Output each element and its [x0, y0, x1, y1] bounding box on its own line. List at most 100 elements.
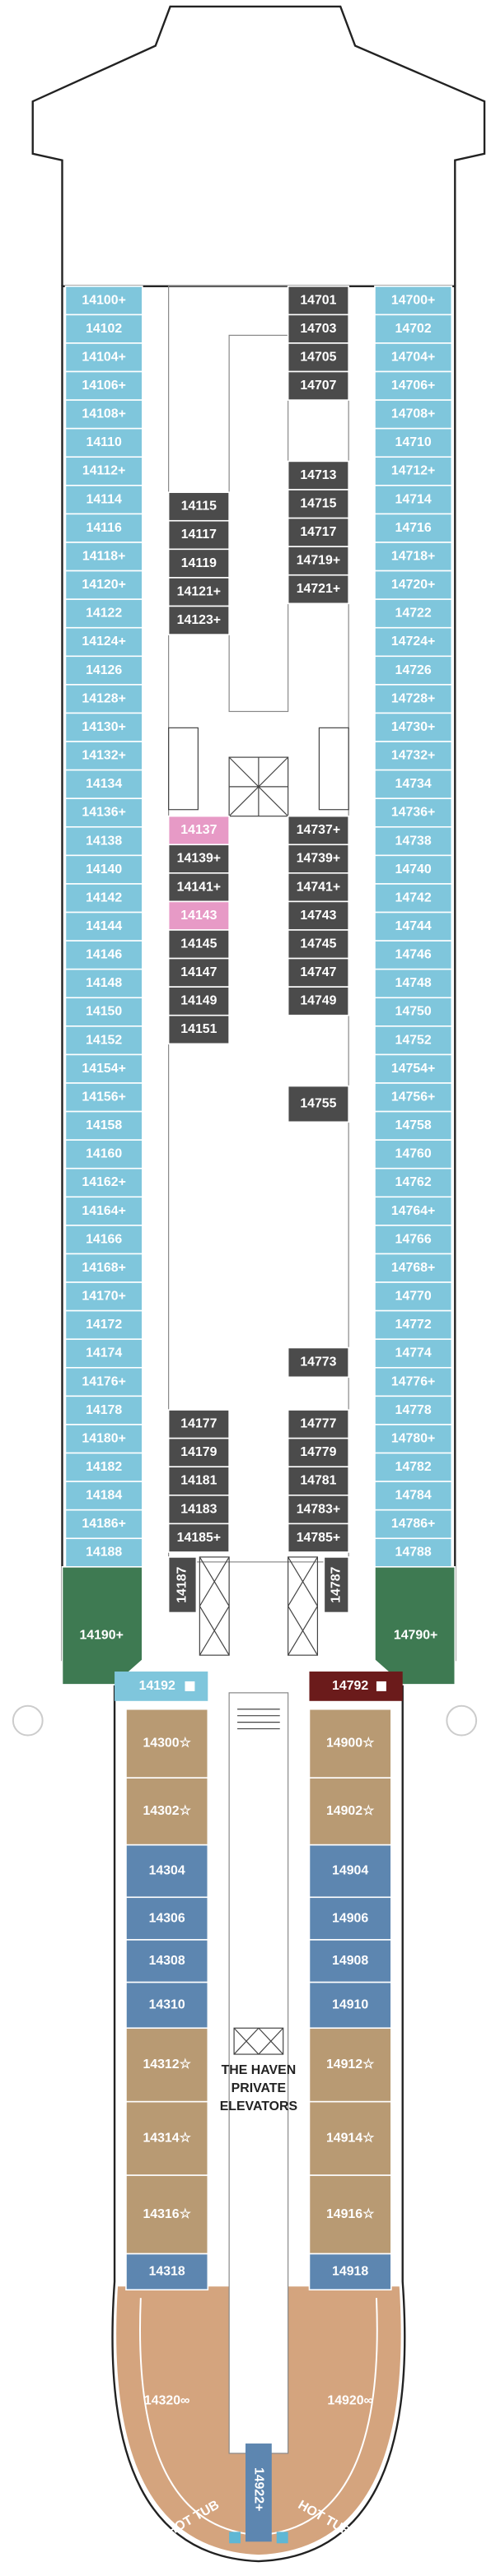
cabin	[64, 825, 143, 857]
cabin-number: 14138	[86, 834, 122, 848]
cabin-number: 14188	[86, 1546, 122, 1560]
cabin-number: 14130+	[82, 720, 125, 734]
cabin-number: 14141+	[177, 880, 221, 894]
cabin	[125, 1939, 209, 1983]
cabin-number: 14779	[300, 1445, 336, 1459]
cabin	[64, 1309, 143, 1340]
cabin	[64, 1481, 143, 1511]
cabin	[64, 854, 143, 885]
cabin-number: 14108+	[82, 407, 125, 421]
cabin-number: 14766	[395, 1232, 432, 1246]
cabin-number: 14318	[149, 2265, 185, 2279]
cabin-number: 14716	[395, 521, 432, 535]
cabin	[167, 1014, 230, 1045]
cabin-number: 14782	[395, 1460, 432, 1474]
cabin	[287, 1494, 349, 1525]
cabin-number: 14114	[87, 492, 122, 506]
cabin-number: 14714	[395, 492, 432, 506]
cabin-number: 14786+	[391, 1517, 435, 1531]
cabin-number: 14128+	[82, 691, 125, 705]
cabin	[64, 1509, 143, 1540]
cabin-number: 14780+	[391, 1431, 435, 1445]
cabin-number: 14762	[395, 1175, 432, 1189]
cabin	[374, 911, 453, 942]
cabin-number: 14310	[149, 1998, 185, 2012]
cabin	[374, 456, 453, 486]
cabin	[167, 1523, 230, 1553]
cabin	[167, 986, 230, 1016]
cabin	[64, 1225, 143, 1255]
cabin-number: 14158	[86, 1118, 122, 1132]
cabin-number: 14760	[395, 1147, 432, 1161]
cabin	[125, 1708, 209, 1779]
cabin-number: 14104+	[82, 350, 125, 364]
cabin	[64, 598, 143, 629]
cabin-number: 14781	[300, 1474, 336, 1488]
cabin-number: 14717	[300, 525, 336, 539]
cabin-number: 14728+	[391, 691, 435, 705]
cabin	[167, 900, 230, 931]
cabin-number: 14121+	[177, 584, 221, 598]
icon	[376, 1681, 386, 1691]
cabin	[374, 370, 453, 401]
cabin-number: 14706+	[391, 379, 435, 393]
cabin-number: 14120+	[82, 578, 125, 592]
cabin	[374, 1196, 453, 1226]
cabin	[287, 900, 349, 931]
cabin	[64, 1281, 143, 1312]
cabin	[64, 1110, 143, 1141]
cabin-number: 14724+	[391, 635, 435, 649]
cabin	[287, 285, 349, 316]
cabin	[374, 1537, 453, 1568]
cabin-number: 14132+	[82, 749, 125, 763]
cabin	[64, 1082, 143, 1113]
cabin-number: 14756+	[391, 1090, 435, 1104]
cabin	[374, 542, 453, 572]
cabin-number: 14920∞	[327, 2394, 372, 2408]
cabin-number: 14143	[180, 909, 217, 923]
cabin	[287, 844, 349, 874]
cabin	[374, 1167, 453, 1198]
cabin	[167, 1409, 230, 1439]
cabin	[64, 456, 143, 486]
cabin-number: 14776+	[391, 1374, 435, 1388]
cabin-number: 14118+	[82, 549, 126, 563]
cabin-number: 14181	[180, 1474, 217, 1488]
cabin-number: 14754+	[391, 1062, 435, 1076]
cabin-number: 14137	[180, 823, 217, 837]
cabin	[374, 797, 453, 828]
cabin	[287, 1437, 349, 1468]
cabin	[374, 598, 453, 629]
cabin-number: 14146	[86, 948, 122, 962]
cabin	[374, 1082, 453, 1113]
cabin-number: 14739+	[297, 852, 340, 866]
cabin-number: 14918	[332, 2265, 368, 2279]
cabin-number: 14703	[300, 322, 336, 336]
cabin-number: 14746	[395, 948, 432, 962]
cabin-number: 14306	[149, 1911, 185, 1925]
hot-tub	[276, 2532, 288, 2544]
cabin	[125, 1981, 209, 2030]
cabin-number: 14162+	[82, 1175, 125, 1189]
cabin	[64, 797, 143, 828]
cabin	[64, 485, 143, 515]
cabin-number: 14148	[86, 976, 122, 990]
cabin-number: 14740	[395, 863, 432, 876]
cabin-number: 14742	[395, 890, 432, 904]
cabin-number: 14750	[395, 1005, 432, 1019]
cabin-number: 14788	[395, 1546, 432, 1560]
cabin	[64, 1537, 143, 1568]
cabin	[167, 957, 230, 988]
cabin	[287, 517, 349, 547]
cabin-number: 14758	[395, 1118, 432, 1132]
cabin	[374, 883, 453, 914]
cabin	[287, 986, 349, 1016]
cabin-number: 14136+	[82, 806, 125, 820]
cabin	[374, 741, 453, 771]
cabin-number: 14314☆	[143, 2132, 191, 2146]
cabin-number: 14176+	[82, 1374, 125, 1388]
cabin	[374, 655, 453, 686]
cabin-number: 14755	[300, 1097, 336, 1111]
cabin-number: 14719+	[297, 554, 340, 568]
